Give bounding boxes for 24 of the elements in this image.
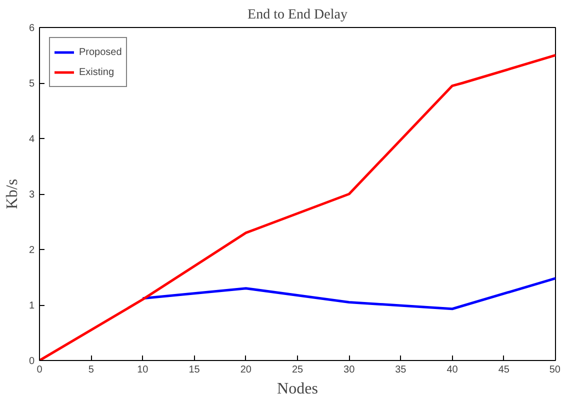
y-tick-label: 1 [28,300,35,312]
legend-label: Proposed [79,46,122,58]
x-tick-label: 50 [549,364,561,376]
y-tick-label: 5 [28,78,35,90]
line-series [141,277,556,310]
x-axis-title: Nodes [277,380,318,398]
x-tick-label: 40 [446,364,458,376]
x-tick-label: 10 [137,364,149,376]
x-tick-label: 30 [344,364,356,376]
x-tick-label: 35 [395,364,407,376]
y-axis-title: Kb/s [4,178,21,210]
x-tick-label: 45 [498,364,510,376]
x-tick-label: 5 [88,364,94,376]
y-tick-label: 0 [28,356,35,367]
y-tick-label: 2 [28,245,35,256]
x-tick-label: 0 [36,364,43,376]
x-tick-label: 15 [188,364,200,376]
y-tick-label: 4 [28,134,35,145]
y-tick-label: 3 [28,190,35,200]
x-tick-label: 25 [292,364,304,376]
chart-title: End to End Delay [248,8,348,22]
y-tick-label: 6 [28,23,35,34]
x-tick-label: 20 [240,364,252,376]
legend-label: Existing [79,66,114,78]
